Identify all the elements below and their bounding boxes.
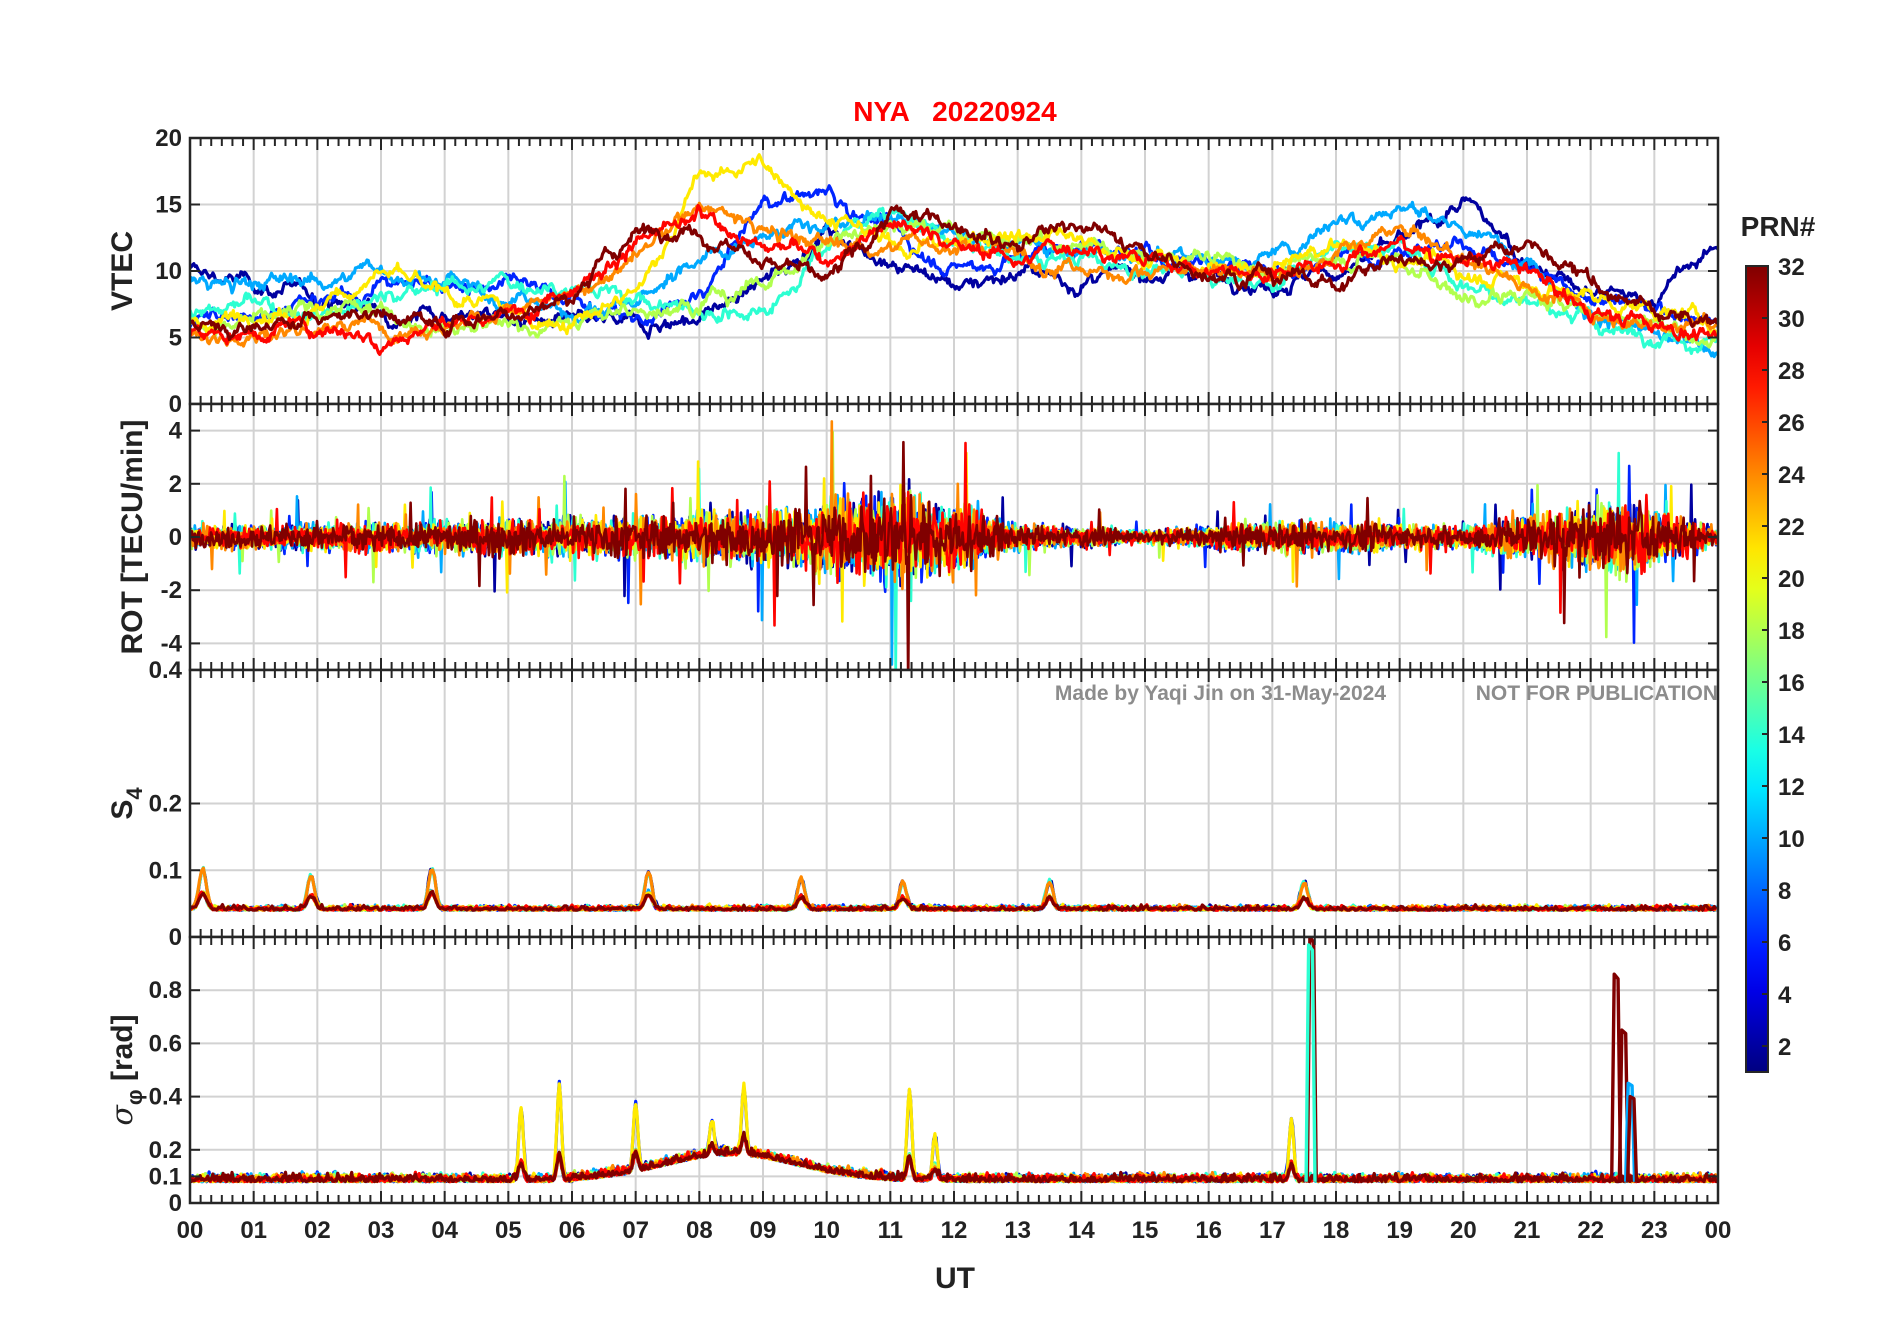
- y-tick-label: 5: [169, 325, 182, 352]
- y-tick-label: 0.1: [149, 1163, 182, 1190]
- sigma-spike: [1609, 972, 1623, 1182]
- y-tick-label: 0.2: [149, 1137, 182, 1164]
- x-tick-label: 15: [1132, 1217, 1159, 1244]
- colorbar-label: PRN#: [1741, 211, 1816, 242]
- s4-series-prn-32: [190, 889, 1718, 912]
- y-axis-label: ROT [TECU/min]: [116, 420, 149, 655]
- x-tick-label: 20: [1450, 1217, 1477, 1244]
- panel-3: 0 0.1 0.2 0.4 S4: [106, 657, 1720, 951]
- colorbar-tick-label: 28: [1778, 358, 1805, 385]
- colorbar-tick-label: 10: [1778, 826, 1805, 853]
- colorbar-tick-label: 22: [1778, 514, 1805, 541]
- y-tick-label: 0.8: [149, 977, 182, 1004]
- x-tick-labels: 00 01 02 03 04 05 06 07 08 09 10 11 12 13 14 15 16 17 18 19…: [177, 1217, 1732, 1244]
- watermark-notice: NOT FOR PUBLICATION: [1476, 682, 1718, 705]
- x-tick-label: 00: [1705, 1217, 1732, 1244]
- x-tick-label: 13: [1004, 1217, 1031, 1244]
- x-tick-label: 01: [240, 1217, 267, 1244]
- y-tick-label: 10: [155, 258, 182, 285]
- sigma-series-prn-32: [190, 1130, 1718, 1184]
- colorbar-tick-label: 32: [1778, 254, 1805, 281]
- x-tick-label: 04: [431, 1217, 458, 1244]
- x-minor-ticks: [189, 404, 1719, 670]
- chart-title: NYA 20220924: [853, 96, 1057, 127]
- colorbar-tick-label: 2: [1778, 1034, 1791, 1061]
- y-axis-label: σφ [rad]: [105, 1014, 147, 1125]
- sigma-spike: [1625, 1094, 1639, 1182]
- x-tick-label: 12: [941, 1217, 968, 1244]
- y-tick-label: 4: [169, 418, 183, 445]
- x-axis-label: UT: [935, 1262, 975, 1295]
- y-tick-label: 15: [155, 192, 182, 219]
- y-tick-label: 0: [169, 924, 182, 951]
- colorbar-tick-label: 20: [1778, 566, 1805, 593]
- colorbar-tick-label: 12: [1778, 774, 1805, 801]
- y-tick-label: 0: [169, 391, 182, 418]
- panel-1: 0 5 10 15 20 VTEC: [106, 125, 1720, 418]
- vtec-series-prn-28: [190, 203, 1718, 356]
- x-tick-label: 18: [1323, 1217, 1350, 1244]
- y-tick-label: 2: [169, 471, 182, 498]
- y-tick-label: -2: [161, 577, 182, 604]
- colorbar-tick-label: 14: [1778, 722, 1805, 749]
- x-tick-label: 21: [1514, 1217, 1541, 1244]
- colorbar-tick-label: 16: [1778, 670, 1805, 697]
- x-tick-label: 05: [495, 1217, 522, 1244]
- colorbar-tick-label: 24: [1778, 462, 1805, 489]
- y-tick-label: 0: [169, 524, 182, 551]
- colorbar-tick-label: 18: [1778, 618, 1805, 645]
- x-tick-label: 07: [622, 1217, 649, 1244]
- data-lines: [190, 865, 1718, 912]
- x-tick-label: 23: [1641, 1217, 1668, 1244]
- x-tick-label: 17: [1259, 1217, 1286, 1244]
- y-tick-label: 0.2: [149, 791, 182, 818]
- panel-4: 00.10.2 0.4 0.6 0.8σφ [rad]: [105, 935, 1720, 1217]
- y-tick-label: -4: [161, 630, 183, 657]
- rot-series-prn-32: [190, 440, 1718, 670]
- x-tick-label: 00: [177, 1217, 204, 1244]
- x-tick-label: 10: [813, 1217, 840, 1244]
- x-minor-ticks: [189, 937, 1719, 1204]
- y-tick-label: 0.6: [149, 1030, 182, 1057]
- x-tick-label: 14: [1068, 1217, 1095, 1244]
- x-tick-label: 02: [304, 1217, 331, 1244]
- y-tick-label: 0.4: [149, 1084, 183, 1111]
- y-tick-label: 20: [155, 125, 182, 152]
- x-tick-label: 11: [878, 1217, 903, 1244]
- vtec-series-prn-2: [190, 196, 1718, 340]
- y-tick-label: 0.1: [149, 857, 182, 884]
- y-axis-label: VTEC: [106, 231, 139, 311]
- y-tick-label: 0: [169, 1190, 182, 1217]
- grid-lines: [190, 670, 1718, 937]
- colorbar-tick-label: 30: [1778, 306, 1805, 333]
- sigma-spike: [1304, 943, 1317, 1182]
- x-minor-ticks: [189, 137, 1719, 405]
- data-lines: [190, 420, 1718, 670]
- y-axis-label: S4: [106, 787, 147, 820]
- colorbar-scale: [1745, 265, 1769, 1073]
- colorbar-tick-label: 26: [1778, 410, 1805, 437]
- grid-lines: [190, 937, 1718, 1203]
- panel-2: -4 -2 0 2 4 ROT [TECU/min]: [116, 402, 1720, 672]
- y-tick-label: 0.4: [149, 657, 183, 684]
- vtec-series-prn-32: [190, 204, 1718, 342]
- x-tick-label: 06: [559, 1217, 586, 1244]
- x-tick-label: 16: [1195, 1217, 1222, 1244]
- x-tick-label: 22: [1577, 1217, 1604, 1244]
- x-tick-label: 09: [750, 1217, 777, 1244]
- colorbar-tick-label: 8: [1778, 878, 1791, 905]
- colorbar-tick-label: 6: [1778, 930, 1791, 957]
- colorbar-tick-label: 4: [1778, 982, 1792, 1009]
- x-tick-label: 03: [368, 1217, 395, 1244]
- data-lines: [190, 937, 1718, 1184]
- data-lines: [190, 153, 1718, 359]
- sigma-spike: [1623, 1081, 1637, 1182]
- x-tick-label: 19: [1386, 1217, 1413, 1244]
- x-tick-label: 08: [686, 1217, 713, 1244]
- watermark-author: Made by Yaqi Jin on 31-May-2024: [1055, 682, 1386, 705]
